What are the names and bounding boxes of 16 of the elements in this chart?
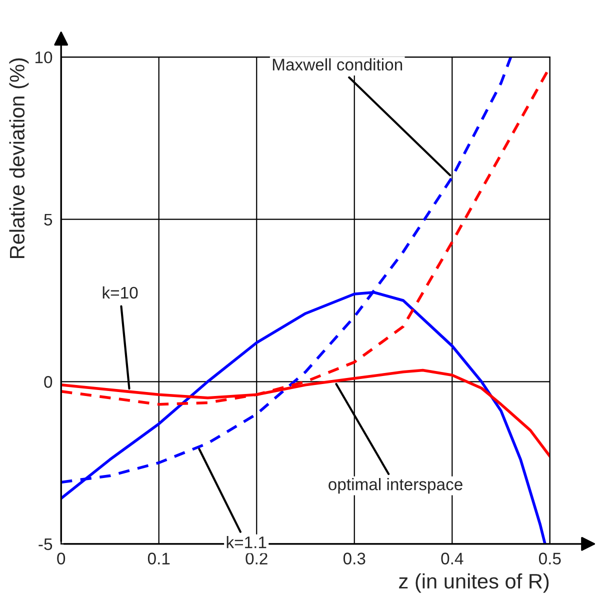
annotation: k=1.1 xyxy=(226,536,266,548)
y-axis-title: Relative deviation (%) xyxy=(9,58,29,258)
x-tick-label: 0.3 xyxy=(343,552,366,564)
y-tick-label: 5 xyxy=(44,214,52,226)
annotation: k=10 xyxy=(102,286,138,299)
x-tick-label: 0.1 xyxy=(148,552,170,564)
annotation: Maxwell condition xyxy=(272,58,402,71)
y-tick-label: 10 xyxy=(36,51,52,64)
annotation: optimal interspace xyxy=(328,478,462,494)
y-tick-label: -5 xyxy=(38,538,52,550)
x-axis-title: z (in unites of R) xyxy=(399,573,549,593)
x-tick-label: 0.4 xyxy=(441,552,464,564)
x-tick-label: 0.5 xyxy=(538,552,561,564)
y-tick-label: 0 xyxy=(44,376,52,388)
x-tick-label: 0 xyxy=(57,552,66,564)
x-tick-label: 0.2 xyxy=(246,552,268,564)
